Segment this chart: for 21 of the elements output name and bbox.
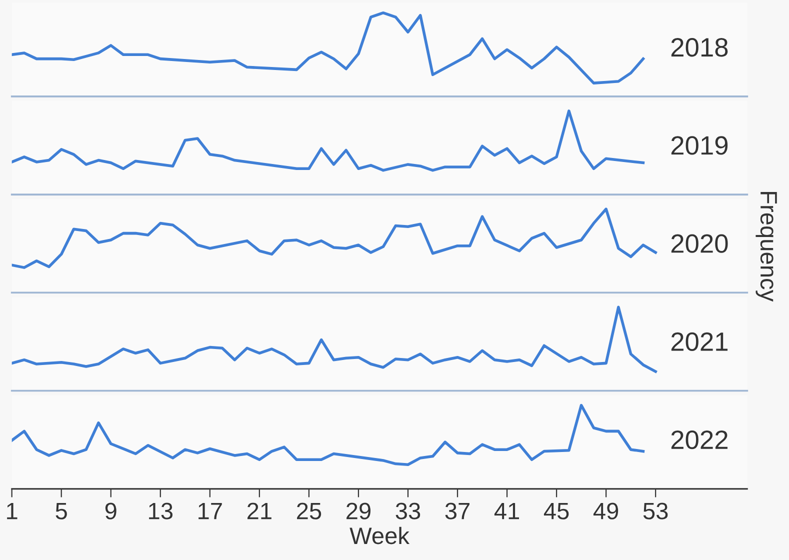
series-label: 2021 bbox=[671, 332, 728, 352]
series-label: 2022 bbox=[671, 430, 728, 450]
x-tick-label: 53 bbox=[643, 502, 668, 520]
series-label: 2020 bbox=[671, 234, 728, 253]
x-tick-label: 49 bbox=[593, 502, 618, 520]
x-tick-label: 5 bbox=[56, 502, 67, 520]
x-tick-label: 9 bbox=[105, 502, 116, 520]
x-tick-label: 25 bbox=[297, 502, 322, 520]
x-tick-label: 37 bbox=[445, 502, 470, 520]
x-tick-label: 1 bbox=[7, 502, 18, 520]
x-tick-label: 17 bbox=[198, 502, 222, 520]
y-axis-title: Frequency bbox=[756, 192, 777, 302]
x-tick-label: 29 bbox=[346, 502, 370, 520]
series-label: 2018 bbox=[671, 38, 728, 57]
x-tick-label: 33 bbox=[396, 502, 420, 520]
x-tick-label: 45 bbox=[544, 502, 569, 520]
x-axis-title: Week bbox=[350, 526, 410, 544]
series-label: 2019 bbox=[671, 136, 728, 155]
x-tick-label: 21 bbox=[247, 502, 272, 520]
x-tick-label: 13 bbox=[149, 502, 172, 520]
x-tick-label: 41 bbox=[494, 502, 519, 520]
